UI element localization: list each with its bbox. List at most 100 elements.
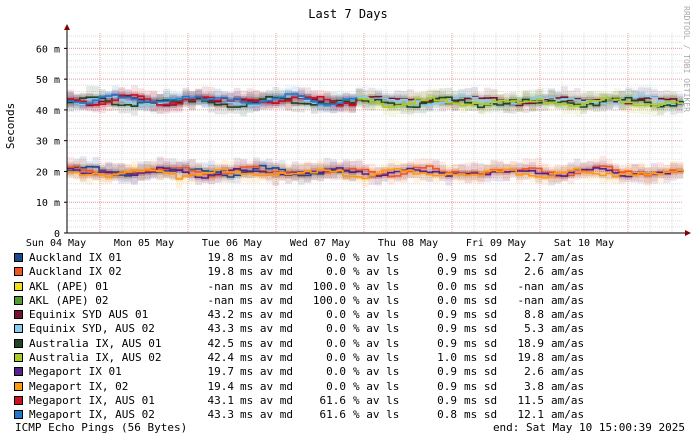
legend-row: Megaport IX, AUS 01 43.1 ms av md 61.6 % av … xyxy=(14,394,697,408)
legend-row: Megaport IX, 02 19.4 ms av md 0.0 % av ls 0.9… xyxy=(14,380,697,394)
smoke-band xyxy=(278,163,286,181)
legend-series-name: Australia IX, AUS 01 xyxy=(29,336,162,350)
legend-sd: 0.9 xyxy=(437,393,457,407)
legend-am-unit: am/as xyxy=(551,351,585,365)
legend-sd: 0.8 xyxy=(437,408,457,422)
legend-sd-unit: ms sd xyxy=(464,393,498,407)
smoke-band xyxy=(548,170,555,186)
smoke-band xyxy=(73,164,81,179)
y-tick-label: 40 m xyxy=(36,106,60,117)
smoke-band xyxy=(400,163,408,183)
smoke-band xyxy=(445,169,453,186)
smoke-band xyxy=(625,162,632,182)
smoke-band xyxy=(472,91,480,111)
smoke-band xyxy=(413,159,421,174)
legend-median-unit: ms av md xyxy=(240,322,293,336)
smoke-band xyxy=(317,159,324,177)
smoke-band xyxy=(272,87,280,103)
smoke-band xyxy=(594,90,602,107)
legend-loss-unit: % av ls xyxy=(353,265,400,279)
smoke-band xyxy=(460,93,467,114)
smoke-band xyxy=(221,98,228,115)
smoke-band xyxy=(496,94,504,111)
smoke-band xyxy=(208,86,215,106)
smoke-band xyxy=(272,163,280,177)
legend-row: Megaport IX 01 19.7 ms av md 0.0 % av ls 0.9 m… xyxy=(14,365,697,379)
legend-row: Equinix SYD, AUS 02 43.3 ms av md 0.0 % av l… xyxy=(14,322,697,336)
smoke-band xyxy=(201,94,209,110)
smoke-band xyxy=(169,164,177,180)
legend-am: 2.6 xyxy=(524,265,544,279)
smoke-band xyxy=(402,94,410,112)
smoke-band xyxy=(394,164,401,181)
smoke-band xyxy=(650,87,658,103)
legend-loss: 0.0 xyxy=(326,265,346,279)
smoke-band xyxy=(259,161,267,178)
legend-am-unit: am/as xyxy=(551,336,585,350)
series-line xyxy=(67,93,358,106)
legend-sd-unit: ms sd xyxy=(464,336,498,350)
legend-loss: 0.0 xyxy=(326,351,346,365)
smoke-band xyxy=(214,89,222,105)
legend-sd: 0.9 xyxy=(437,265,457,279)
smoke-band xyxy=(278,92,286,106)
smoke-band xyxy=(387,163,395,179)
legend-loss-unit: % av ls xyxy=(353,279,400,293)
smoke-band xyxy=(439,161,446,179)
smoke-band xyxy=(548,88,555,105)
smoke-band xyxy=(511,94,519,111)
smoke-band xyxy=(670,91,677,109)
smoke-band xyxy=(330,98,337,112)
smoke-band xyxy=(458,164,466,180)
legend-am: 2.7 xyxy=(524,251,544,264)
smoke-band xyxy=(612,91,620,104)
smoke-band xyxy=(182,162,190,178)
x-tick-label: Thu 08 May xyxy=(378,238,438,249)
smoke-band xyxy=(323,92,331,111)
legend-median: -nan xyxy=(207,279,235,293)
legend-row: AKL (APE) 02 -nan ms av md 100.0 % av ls 0.0 m… xyxy=(14,294,697,308)
smoke-band xyxy=(105,93,113,107)
smoke-band xyxy=(349,166,357,181)
legend-loss-unit: % av ls xyxy=(353,336,400,350)
legend-sd-unit: ms sd xyxy=(464,351,498,365)
smoke-band xyxy=(99,168,106,185)
smoke-band xyxy=(233,157,241,176)
smoke-band xyxy=(567,164,575,185)
legend-swatch xyxy=(14,310,23,320)
smoke-band xyxy=(208,164,215,184)
smoke-band xyxy=(342,165,350,183)
smoke-band xyxy=(246,165,254,184)
smoke-band xyxy=(638,85,645,104)
smoke-band xyxy=(349,167,357,183)
legend-median: 43.3 xyxy=(207,322,235,336)
smoke-band xyxy=(618,165,626,181)
smoke-band xyxy=(323,157,331,178)
smoke-band xyxy=(503,163,511,179)
smoke-band xyxy=(355,159,363,178)
smoke-band xyxy=(522,158,530,175)
smoke-band xyxy=(407,97,414,113)
legend-am: -nan xyxy=(517,279,545,293)
smoke-band xyxy=(606,95,613,111)
smoke-band xyxy=(541,166,549,186)
legend-loss-unit: % av ls xyxy=(353,308,400,322)
smoke-band xyxy=(298,163,305,179)
smoke-band xyxy=(362,94,369,110)
legend-series-name: Megaport IX, 02 xyxy=(29,379,129,393)
smoke-band xyxy=(362,163,369,178)
smoke-band xyxy=(111,93,119,111)
legend-loss: 0.0 xyxy=(326,308,346,322)
legend-swatch xyxy=(14,395,23,405)
smoke-band xyxy=(92,93,100,109)
legend-loss-unit: % av ls xyxy=(353,251,400,264)
smoke-band xyxy=(86,85,93,103)
legend-loss: 100.0 xyxy=(312,279,346,293)
smoke-band xyxy=(355,86,363,105)
x-tick-label: Mon 05 May xyxy=(114,238,174,249)
smoke-band xyxy=(395,99,403,115)
smoke-band xyxy=(400,163,408,181)
smoke-band xyxy=(336,162,344,177)
smoke-band xyxy=(586,95,594,110)
smoke-band xyxy=(214,166,222,180)
